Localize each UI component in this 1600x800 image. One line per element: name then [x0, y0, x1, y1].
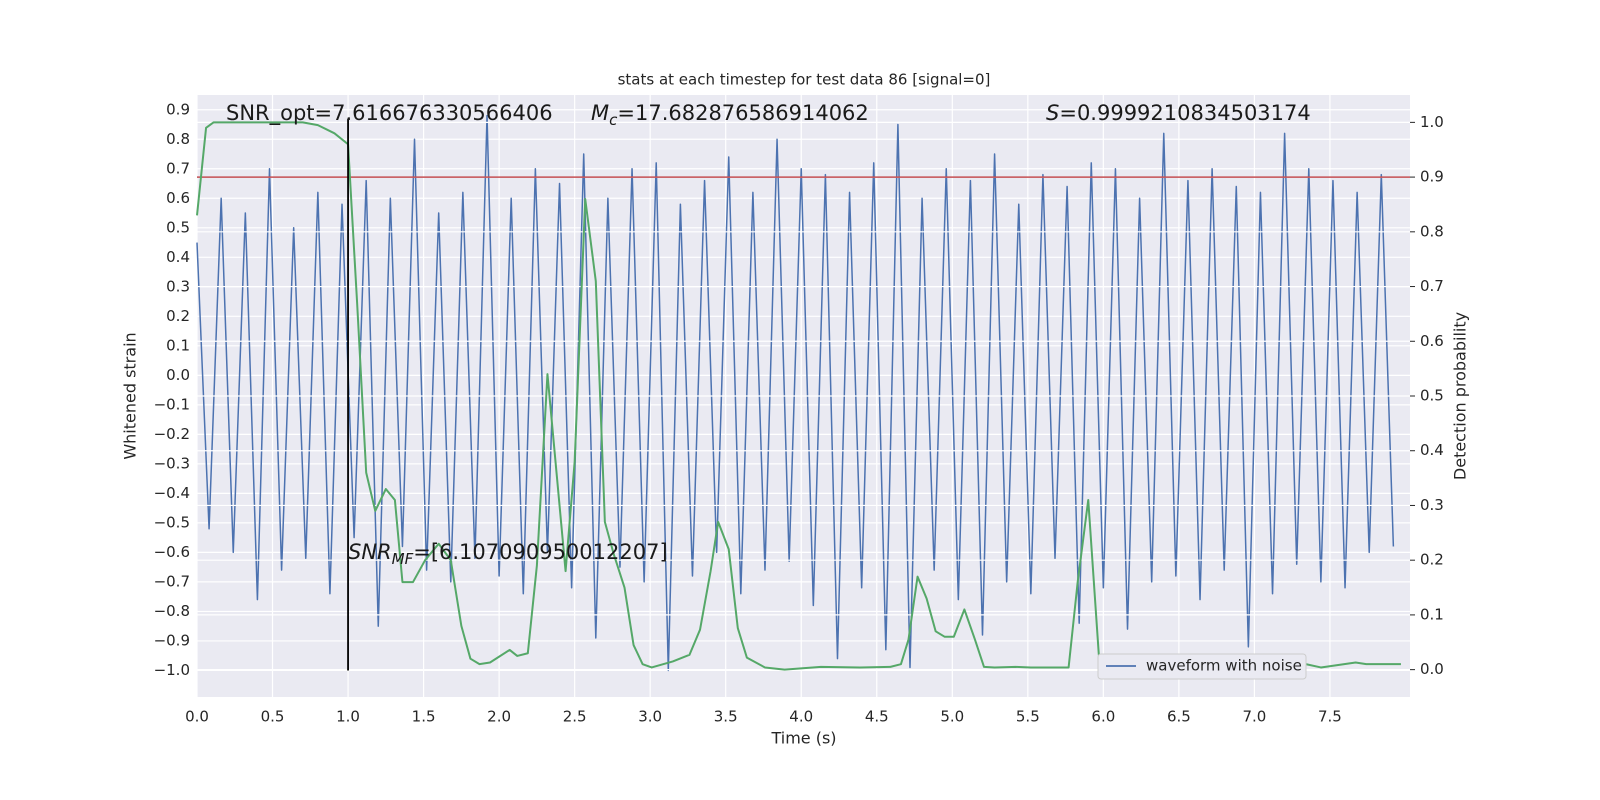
y-tick-label: −1.0: [154, 661, 190, 679]
x-tick-label: 4.0: [789, 708, 813, 726]
annotation-part: MF: [392, 550, 414, 568]
y-tick-label: −0.4: [154, 484, 190, 502]
x-tick-label: 1.0: [336, 708, 360, 726]
y-tick-label: 0.5: [166, 218, 190, 236]
y2-tick-label: 0.0: [1420, 660, 1444, 678]
annotation-part: =0.9999210834503174: [1059, 101, 1310, 125]
y-tick-label: −0.1: [154, 395, 190, 413]
y2-axis-label: Detection probability: [1451, 312, 1470, 480]
y-tick-label: 0.3: [166, 277, 190, 295]
y-tick-label: 0.0: [166, 366, 190, 384]
y-tick-label: −0.5: [154, 513, 190, 531]
y-axis-label: Whitened strain: [121, 332, 140, 459]
x-tick-label: 0.0: [185, 708, 209, 726]
series-line: [196, 121, 1401, 671]
x-tick-label: 6.5: [1167, 708, 1191, 726]
x-tick-label: 7.5: [1318, 708, 1342, 726]
annotation-part: =17.682876586914062: [617, 101, 868, 125]
chart-title: stats at each timestep for test data 86 …: [618, 71, 991, 89]
y-tick-label: 0.4: [166, 248, 190, 266]
y-tick-label: −0.6: [154, 543, 190, 561]
y-tick-label: −0.2: [154, 425, 190, 443]
annotation-part: =[6.107090950012207]: [413, 540, 667, 564]
y-tick-label: −0.9: [154, 631, 190, 649]
x-tick-label: 6.0: [1091, 708, 1115, 726]
annotation-part: SNR: [348, 540, 392, 564]
y2-tick-label: 0.4: [1420, 441, 1444, 459]
y2-tick-label: 0.7: [1420, 277, 1444, 295]
series-line: [196, 114, 1395, 672]
annotation-part: SNR_opt=7.616676330566406: [226, 101, 553, 126]
y-tick-label: 0.2: [166, 307, 190, 325]
y2-tick-label: 0.3: [1420, 496, 1444, 514]
y-tick-label: −0.7: [154, 572, 190, 590]
y2-tick-label: 1.0: [1420, 113, 1444, 131]
x-tick-label: 0.5: [261, 708, 285, 726]
annotation-part: c: [609, 111, 618, 129]
x-tick-label: 3.5: [714, 708, 738, 726]
y-tick-label: −0.8: [154, 602, 190, 620]
x-axis-label: Time (s): [770, 729, 836, 748]
y-tick-label: 0.8: [166, 130, 190, 148]
y2-tick-label: 0.6: [1420, 332, 1444, 350]
y2-tick-label: 0.2: [1420, 551, 1444, 569]
annotation-part: S: [1046, 101, 1059, 125]
x-tick-label: 5.0: [940, 708, 964, 726]
x-tick-label: 1.5: [412, 708, 436, 726]
y-tick-label: 0.9: [166, 100, 190, 118]
y-tick-label: −0.3: [154, 454, 190, 472]
y-tick-label: 0.7: [166, 159, 190, 177]
x-tick-label: 7.0: [1242, 708, 1266, 726]
y-tick-label: 0.1: [166, 336, 190, 354]
annotation: SNRMF=[6.107090950012207]: [348, 540, 668, 568]
x-tick-label: 3.0: [638, 708, 662, 726]
legend-box: [1097, 653, 1307, 680]
annotation-part: M: [591, 101, 609, 125]
x-tick-label: 4.5: [865, 708, 889, 726]
y2-tick-label: 0.5: [1420, 387, 1444, 405]
annotation: Mc=17.682876586914062: [591, 101, 869, 129]
x-tick-label: 2.0: [487, 708, 511, 726]
legend-label: waveform with noise: [1146, 657, 1302, 675]
y2-tick-label: 0.9: [1420, 168, 1444, 186]
x-tick-label: 2.5: [563, 708, 587, 726]
y2-tick-label: 0.8: [1420, 222, 1444, 240]
annotation: SNR_opt=7.616676330566406: [226, 101, 553, 126]
x-tick-label: 5.5: [1016, 708, 1040, 726]
annotation: S=0.9999210834503174: [1046, 101, 1311, 125]
y-tick-label: 0.6: [166, 189, 190, 207]
y2-tick-label: 0.1: [1420, 605, 1444, 623]
